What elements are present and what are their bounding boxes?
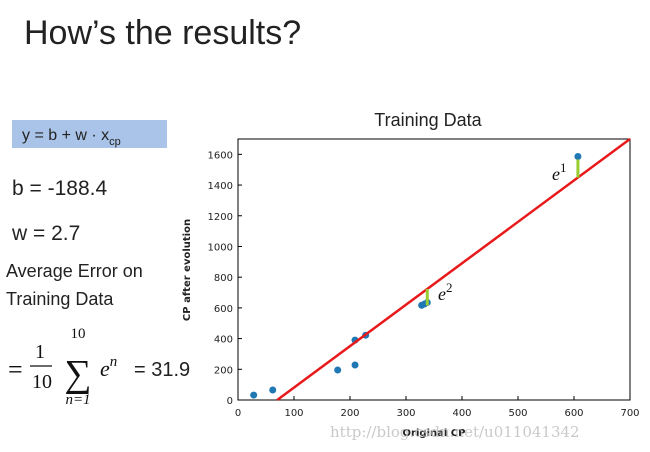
- annotation-sup: 2: [446, 280, 453, 295]
- formula-sum: ∑: [64, 353, 91, 395]
- y-tick-label: 1600: [208, 150, 233, 161]
- y-tick-label: 1000: [208, 242, 233, 253]
- x-axis-label: Original CP: [403, 428, 466, 439]
- point: [269, 386, 277, 394]
- x-tick-label: 200: [340, 408, 359, 419]
- y-tick-label: 800: [214, 273, 233, 284]
- x-tick-label: 0: [235, 408, 241, 419]
- error-label: Training Data: [6, 289, 114, 309]
- formula-eq: =: [8, 355, 23, 384]
- x-tick-label: 400: [452, 408, 471, 419]
- model-box: [12, 120, 167, 148]
- y-tick-label: 400: [214, 335, 233, 346]
- fit-line: [276, 137, 631, 402]
- y-axis-label: CP after evolution: [182, 219, 193, 321]
- plot-frame: [237, 138, 631, 401]
- model-text: y = b + w · x: [22, 127, 109, 144]
- annotation-base: e: [438, 284, 446, 304]
- y-tick-label: 600: [214, 304, 233, 315]
- slide-title: How’s the results?: [24, 14, 301, 52]
- error-annotation: e1: [552, 160, 567, 184]
- point: [250, 391, 258, 399]
- formula-result: = 31.9: [134, 359, 190, 381]
- y-tick-label: 1400: [208, 181, 233, 192]
- y-tick-label: 0: [227, 396, 233, 407]
- y-tick-label: 1200: [208, 212, 233, 223]
- w-value: w = 2.7: [11, 222, 80, 245]
- x-tick-label: 100: [284, 408, 303, 419]
- formula-e: en: [100, 354, 117, 381]
- watermark: http://blog.csdn.net/u011041342: [330, 423, 580, 441]
- b-value: b = -188.4: [12, 177, 107, 200]
- annotation-sup: 1: [560, 160, 567, 175]
- formula-n: n: [110, 354, 118, 370]
- annotation-base: e: [552, 164, 560, 184]
- y-tick-label: 200: [214, 365, 233, 376]
- formula-upper: 10: [71, 326, 86, 342]
- formula-num: 1: [35, 341, 45, 363]
- model: y = b + w · xcp: [22, 127, 121, 148]
- point: [351, 361, 359, 369]
- formula-lower: n=1: [65, 392, 90, 408]
- x-tick-label: 600: [564, 408, 583, 419]
- x-tick-label: 300: [396, 408, 415, 419]
- point: [334, 366, 342, 374]
- point: [574, 153, 582, 161]
- x-tick-label: 500: [508, 408, 527, 419]
- error-annotation: e2: [438, 280, 453, 304]
- error-label: Average Error on: [6, 261, 143, 281]
- model-sub: cp: [109, 136, 121, 148]
- formula-e-base: e: [100, 356, 110, 381]
- x-tick-label: 700: [620, 408, 639, 419]
- formula-den: 10: [32, 371, 52, 393]
- chart-title: Training Data: [374, 110, 482, 130]
